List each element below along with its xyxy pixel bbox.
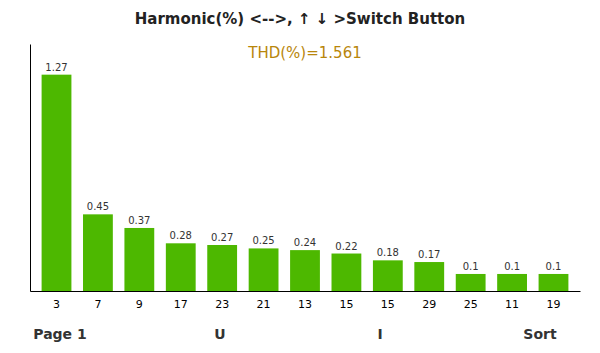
x-tick: 23 [215,298,229,311]
data-label: 0.27 [211,232,233,243]
data-label: 0.18 [377,247,399,258]
x-tick: 25 [464,298,478,311]
y-axis [30,45,31,292]
annotation: THD(%)=1.561 [247,44,361,62]
x-axis-line [31,291,581,292]
data-label: 0.24 [294,237,316,248]
x-tick-label: 11 [505,298,519,311]
bar [373,260,403,291]
data-label: 0.45 [87,201,109,212]
x-tick-label: 15 [339,298,353,311]
footer-text: Sort [523,326,557,342]
footer-text: U [214,326,225,342]
x-tick-label: 13 [298,298,312,311]
bar [414,262,444,291]
x-tick: 13 [298,298,312,311]
data-label: 1.27 [45,62,67,73]
y-axis-line [30,45,31,292]
x-tick-label: 23 [215,298,229,311]
bar [332,254,362,291]
data-label: 0.37 [128,215,150,226]
bar [207,245,237,291]
x-tick: 15 [381,298,395,311]
bar [290,250,320,291]
bar [539,274,569,291]
chart-container: Harmonic(%) <-->, ↑ ↓ >Switch Button 3 7 9 1… [0,0,600,353]
x-tick-label: 21 [257,298,271,311]
footer-text: Page 1 [33,326,86,342]
data-label: 0.17 [418,249,440,260]
x-tick: 17 [174,298,188,311]
x-tick-label: 29 [422,298,436,311]
bars [42,75,569,291]
bar [124,228,154,291]
bar [249,248,279,291]
bar [83,214,113,291]
x-tick: 7 [94,298,101,311]
x-tick: 15 [339,298,353,311]
bar [166,243,196,291]
title: Harmonic(%) <-->, ↑ ↓ >Switch Button [135,10,466,28]
x-tick-label: 7 [94,298,101,311]
footer-text: I [377,326,382,342]
x-tick: 11 [505,298,519,311]
x-tick-label: 15 [381,298,395,311]
data-label: 0.25 [252,235,274,246]
x-axis: 3 7 9 17 23 21 13 15 15 29 25 11 19 [31,292,581,311]
bar [456,274,486,291]
chart-svg: Harmonic(%) <-->, ↑ ↓ >Switch Button 3 7 9 1… [0,0,600,353]
bar [42,75,72,291]
x-tick-label: 25 [464,298,478,311]
x-tick: 9 [136,298,143,311]
data-label: 0.1 [546,261,562,272]
x-tick: 19 [546,298,560,311]
x-tick-label: 19 [546,298,560,311]
data-label: 0.1 [463,261,479,272]
x-tick-label: 3 [53,298,60,311]
x-tick-label: 9 [136,298,143,311]
data-labels: 1.27 0.45 0.37 0.28 0.27 0.25 0.24 0.22 0.18 0.17… [45,62,561,272]
bar [497,274,527,291]
x-tick: 3 [53,298,60,311]
x-tick-label: 17 [174,298,188,311]
footer: Page 1 U I Sort [33,326,557,342]
plot-area: 3 7 9 17 23 21 13 15 15 29 25 11 19 1.27 0.45 0.37 0.28 0… [31,44,581,311]
x-tick: 29 [422,298,436,311]
data-label: 0.22 [335,241,357,252]
data-label: 0.28 [170,230,192,241]
x-tick: 21 [257,298,271,311]
data-label: 0.1 [504,261,520,272]
